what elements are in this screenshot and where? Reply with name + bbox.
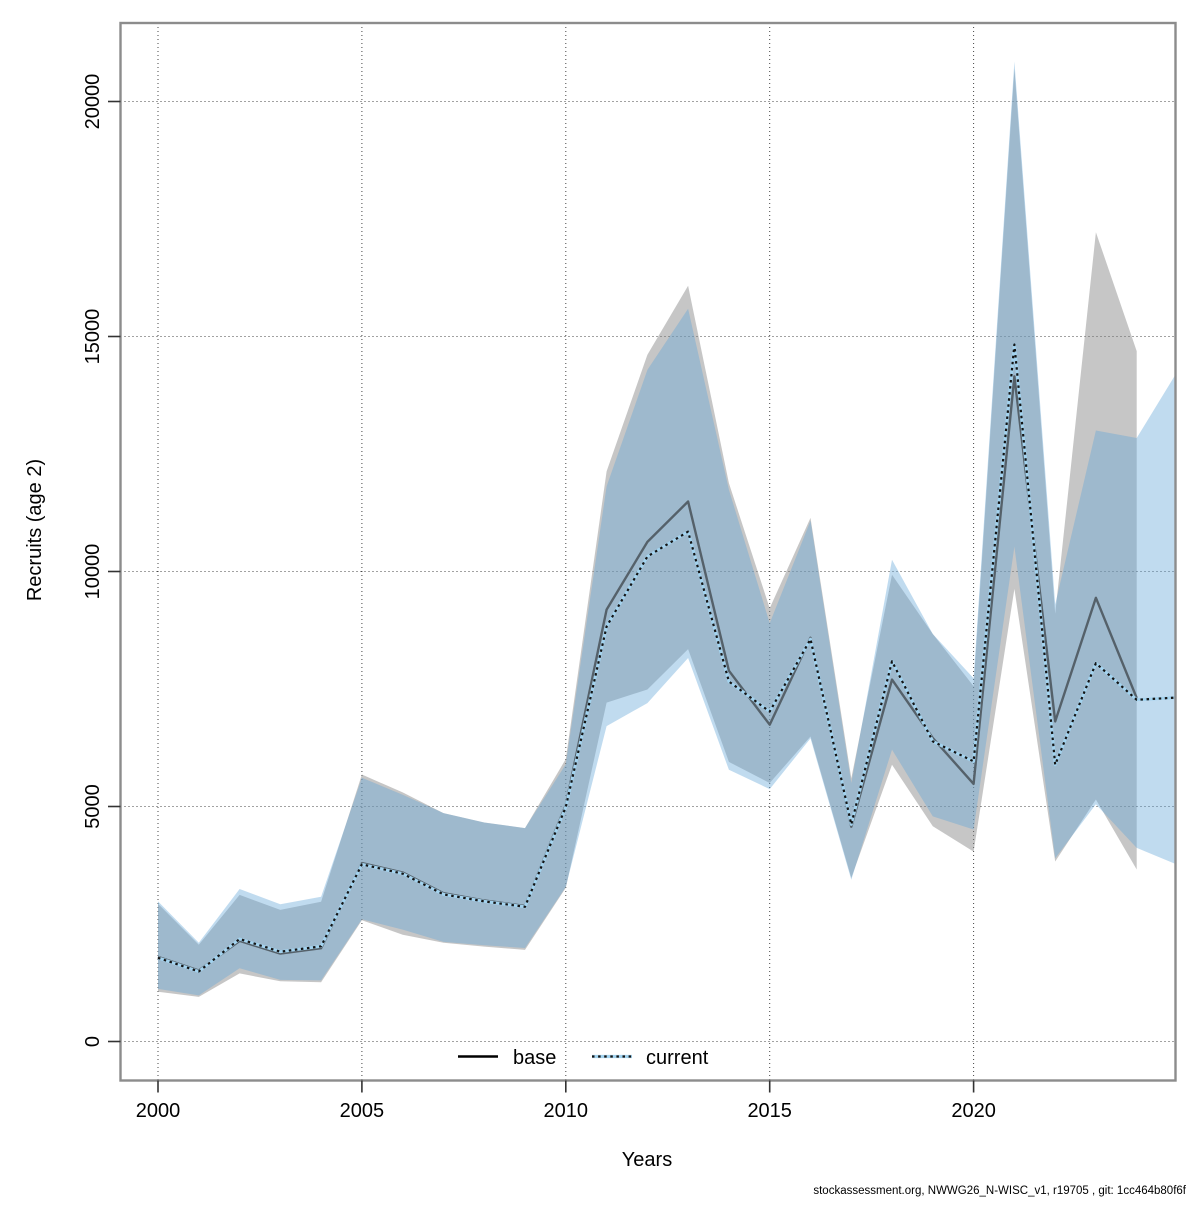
footer-credit: stockassessment.org, NWWG26_N-WISC_v1, r… bbox=[813, 1185, 1186, 1197]
legend-label-base: base bbox=[513, 1047, 556, 1069]
base-line bbox=[157, 375, 1138, 972]
legend-label-current: current bbox=[646, 1047, 709, 1069]
series-lines bbox=[157, 343, 1175, 973]
y-tick-label: 0 bbox=[82, 1036, 104, 1047]
y-axis-tick-labels: 0 5000 10000 15000 20000 bbox=[82, 74, 104, 1047]
y-tick-label: 5000 bbox=[82, 784, 104, 829]
confidence-bands bbox=[158, 61, 1175, 997]
y-axis-title: Recruits (age 2) bbox=[24, 459, 46, 601]
grid-layer bbox=[120, 23, 1176, 1081]
axis-ticks bbox=[108, 100, 975, 1093]
x-tick-label: 2015 bbox=[747, 1100, 792, 1122]
x-tick-label: 2020 bbox=[951, 1100, 996, 1122]
y-tick-label: 20000 bbox=[82, 74, 104, 130]
x-tick-label: 2005 bbox=[340, 1100, 385, 1122]
current-confidence-band bbox=[158, 61, 1175, 996]
current-line-underlay bbox=[157, 343, 1175, 973]
plot-border bbox=[119, 21, 1177, 1082]
x-axis-tick-labels: 2000 2005 2010 2015 2020 bbox=[136, 1100, 996, 1122]
x-tick-label: 2010 bbox=[544, 1100, 589, 1122]
base-confidence-band bbox=[158, 68, 1137, 997]
y-tick-label: 10000 bbox=[82, 544, 104, 600]
y-tick-label: 15000 bbox=[82, 309, 104, 365]
legend: base current bbox=[458, 1047, 709, 1069]
x-axis-title: Years bbox=[622, 1149, 672, 1171]
x-tick-label: 2000 bbox=[136, 1100, 181, 1122]
